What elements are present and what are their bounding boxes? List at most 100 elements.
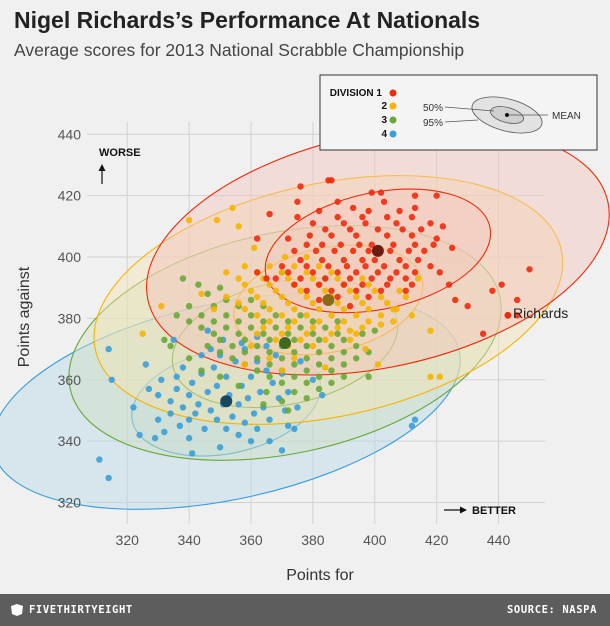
division-3-point	[309, 330, 317, 337]
division-1-point	[452, 296, 459, 304]
legend-swatch-3	[389, 116, 397, 124]
division-1-point	[365, 207, 372, 215]
division-3-point	[359, 330, 366, 337]
division-2-point	[303, 253, 310, 261]
division-4-point	[154, 391, 162, 399]
data-points	[96, 177, 533, 482]
division-4-point	[179, 364, 187, 371]
legend-swatch-1	[389, 89, 397, 97]
division-3-point	[278, 379, 286, 387]
division-1-point	[489, 287, 496, 294]
division-4-point	[145, 385, 153, 393]
division-2-point	[278, 367, 286, 374]
division-3-point	[247, 296, 255, 304]
x-tick-label: 440	[487, 532, 511, 548]
division-2-point	[322, 287, 329, 294]
axes: 320 340 360 380 400 420 440 320 340 360 380 400 420 4…	[58, 126, 511, 548]
division-3-point	[340, 361, 348, 368]
x-tick-label: 420	[425, 532, 449, 548]
richards-label: Richards	[513, 305, 568, 321]
division-3-point	[210, 330, 218, 337]
division-1-point	[309, 269, 317, 276]
division-2-point	[266, 318, 273, 325]
division-3-point	[334, 318, 341, 325]
division-2-point	[291, 355, 298, 362]
division-2-point	[250, 244, 258, 252]
division-1-point	[365, 247, 372, 255]
division-3-point	[195, 281, 202, 288]
division-2-point	[266, 263, 273, 270]
division-1-point	[340, 256, 348, 264]
division-2-point	[198, 290, 205, 298]
division-4-point	[201, 425, 208, 433]
division-1-point	[334, 269, 341, 276]
division-2-point	[328, 330, 335, 337]
division-2-point	[281, 253, 289, 261]
division-2-point	[241, 263, 249, 270]
division-2-point	[247, 342, 255, 350]
division-2-point	[346, 336, 354, 344]
division-1-point	[411, 204, 419, 212]
division-2-point	[334, 299, 341, 307]
division-1-point	[328, 287, 335, 294]
division-1-mean	[371, 244, 384, 257]
division-3-point	[315, 373, 323, 380]
division-3-point	[303, 379, 310, 387]
division-1-point	[331, 247, 338, 255]
division-1-point	[414, 256, 422, 264]
division-2-point	[315, 305, 323, 313]
division-4-point	[130, 404, 137, 411]
division-2-point	[371, 287, 378, 294]
division-1-point	[278, 263, 286, 270]
division-1-point	[464, 302, 471, 310]
division-2-point	[365, 305, 372, 313]
division-1-point	[334, 213, 341, 221]
division-3-point	[315, 385, 323, 393]
division-1-point	[427, 220, 434, 227]
division-4-point	[297, 358, 304, 365]
division-2-point	[383, 299, 391, 307]
division-1-point	[353, 232, 360, 239]
legend-title: DIVISION 1	[330, 88, 383, 99]
division-2-point	[402, 293, 409, 301]
division-1-point	[439, 223, 447, 230]
division-2-point	[377, 312, 385, 319]
division-1-point	[374, 269, 382, 276]
division-1-point	[359, 213, 366, 221]
division-2-point	[334, 275, 341, 282]
division-4-point	[244, 394, 252, 402]
legend-95-label: 95%	[423, 118, 443, 129]
division-2-point	[353, 312, 360, 319]
division-3-point	[223, 324, 230, 331]
division-1-point	[356, 241, 363, 248]
division-3-point	[241, 336, 249, 344]
division-4-point	[198, 352, 205, 359]
division-4-point	[136, 431, 143, 439]
division-2-point	[359, 299, 366, 307]
division-1-point	[306, 232, 314, 239]
division-3-point	[328, 379, 335, 387]
division-3-point	[328, 342, 335, 350]
division-2-point	[278, 269, 286, 276]
division-3-point	[284, 318, 292, 325]
division-1-point	[387, 275, 394, 282]
mean-markers	[220, 244, 512, 408]
division-1-point	[498, 281, 505, 288]
division-2-point	[291, 263, 298, 270]
legend-label-3: 3	[381, 115, 387, 126]
division-4-point	[247, 373, 255, 380]
division-2-point	[284, 299, 292, 307]
division-1-point	[513, 312, 521, 319]
division-2-point	[260, 299, 267, 307]
division-2-point	[266, 355, 273, 362]
division-3-point	[266, 373, 273, 380]
division-3-point	[235, 318, 242, 325]
division-4-point	[263, 342, 270, 350]
division-1-point	[405, 247, 413, 255]
division-2-point	[303, 330, 310, 337]
division-2-point	[346, 287, 354, 294]
division-3-point	[266, 336, 273, 344]
division-3-point	[263, 388, 270, 396]
arrow-up-icon	[98, 164, 106, 184]
division-2-point	[210, 305, 218, 313]
